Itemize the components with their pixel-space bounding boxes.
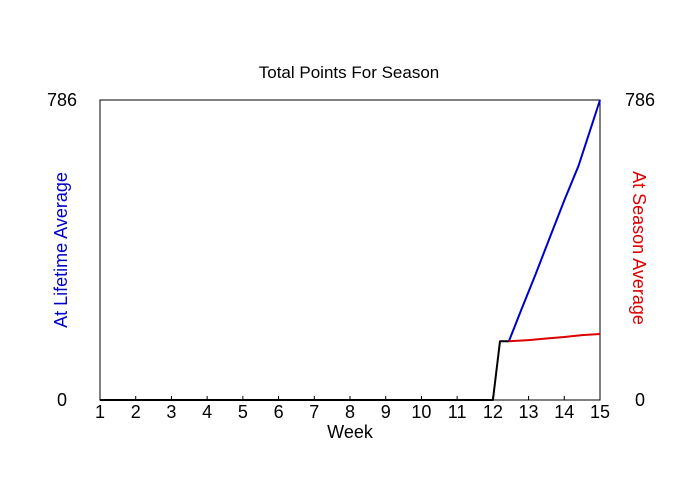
- y-tick-left-min: 0: [57, 390, 67, 410]
- series-line-0: [100, 340, 509, 401]
- x-tick-label-1: 1: [95, 402, 105, 422]
- y-axis-label-left: At Lifetime Average: [51, 172, 71, 328]
- x-tick-label-2: 2: [131, 402, 141, 422]
- x-tick-label-6: 6: [274, 402, 284, 422]
- series-line-1: [507, 99, 601, 342]
- x-axis-ticks: 1 2 3 4 5 6 7 8 9 10 11 12 13 14 15: [95, 396, 610, 422]
- x-axis-label: Week: [327, 422, 374, 442]
- x-tick-label-7: 7: [309, 402, 319, 422]
- plot-area: [99, 99, 601, 401]
- x-tick-label-15: 15: [590, 402, 610, 422]
- x-tick-label-3: 3: [166, 402, 176, 422]
- x-tick-label-12: 12: [483, 402, 503, 422]
- x-tick-label-13: 13: [519, 402, 539, 422]
- x-tick-label-5: 5: [238, 402, 248, 422]
- y-tick-left-max: 786: [47, 90, 77, 110]
- y-tick-right-max: 786: [625, 90, 655, 110]
- x-tick-label-10: 10: [411, 402, 431, 422]
- x-tick-label-4: 4: [202, 402, 212, 422]
- y-axis-label-right: At Season Average: [629, 171, 649, 325]
- x-tick-label-14: 14: [554, 402, 574, 422]
- series-lines: [100, 99, 601, 401]
- y-tick-right-min: 0: [635, 390, 645, 410]
- series-line-2: [508, 333, 601, 343]
- x-tick-label-9: 9: [381, 402, 391, 422]
- x-tick-label-8: 8: [345, 402, 355, 422]
- chart-title: Total Points For Season: [259, 63, 439, 82]
- x-tick-label-11: 11: [448, 402, 467, 422]
